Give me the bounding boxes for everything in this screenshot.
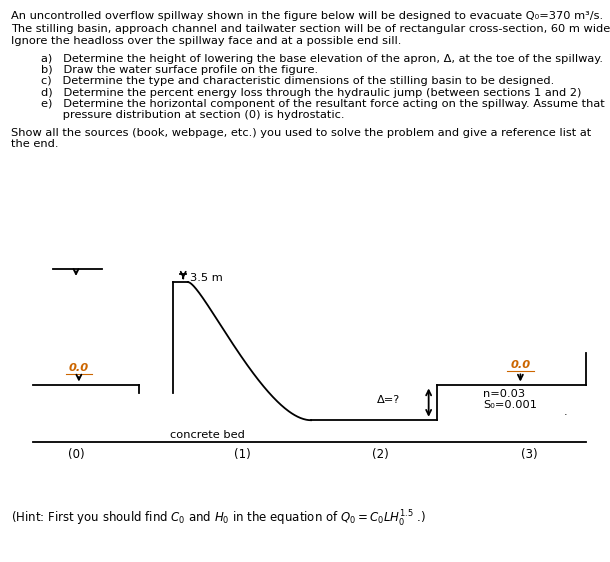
Text: the end.: the end. (11, 139, 59, 149)
Text: 0.0: 0.0 (69, 363, 89, 373)
Text: Show all the sources (book, webpage, etc.) you used to solve the problem and giv: Show all the sources (book, webpage, etc… (11, 128, 591, 138)
Text: a)   Determine the height of lowering the base elevation of the apron, Δ, at the: a) Determine the height of lowering the … (41, 54, 603, 64)
Text: Δ=?: Δ=? (377, 395, 400, 405)
Text: (3): (3) (521, 447, 537, 461)
Text: Ignore the headloss over the spillway face and at a possible end sill.: Ignore the headloss over the spillway fa… (11, 36, 401, 46)
Text: concrete bed: concrete bed (170, 430, 245, 439)
Text: 3.5 m: 3.5 m (190, 274, 222, 283)
Text: (Hint: First you should find $C_0$ and $H_0$ in the equation of $Q_0 = C_0LH_0^{: (Hint: First you should find $C_0$ and $… (11, 509, 426, 529)
Text: 0.0: 0.0 (511, 360, 531, 370)
Text: pressure distribution at section (0) is hydrostatic.: pressure distribution at section (0) is … (41, 110, 345, 120)
Text: S₀=0.001: S₀=0.001 (483, 400, 537, 410)
Text: b)   Draw the water surface profile on the figure.: b) Draw the water surface profile on the… (41, 65, 318, 75)
Text: (0): (0) (68, 447, 84, 461)
Text: The stilling basin, approach channel and tailwater section will be of rectangula: The stilling basin, approach channel and… (11, 24, 610, 34)
Text: n=0.03: n=0.03 (483, 389, 525, 400)
Text: .: . (564, 407, 567, 417)
Text: (2): (2) (371, 447, 389, 461)
Text: (1): (1) (234, 447, 251, 461)
Text: c)   Determine the type and characteristic dimensions of the stilling basin to b: c) Determine the type and characteristic… (41, 76, 554, 87)
Text: d)   Determine the percent energy loss through the hydraulic jump (between secti: d) Determine the percent energy loss thr… (41, 88, 582, 98)
Text: An uncontrolled overflow spillway shown in the figure below will be designed to : An uncontrolled overflow spillway shown … (11, 11, 603, 21)
Text: e)   Determine the horizontal component of the resultant force acting on the spi: e) Determine the horizontal component of… (41, 99, 605, 109)
